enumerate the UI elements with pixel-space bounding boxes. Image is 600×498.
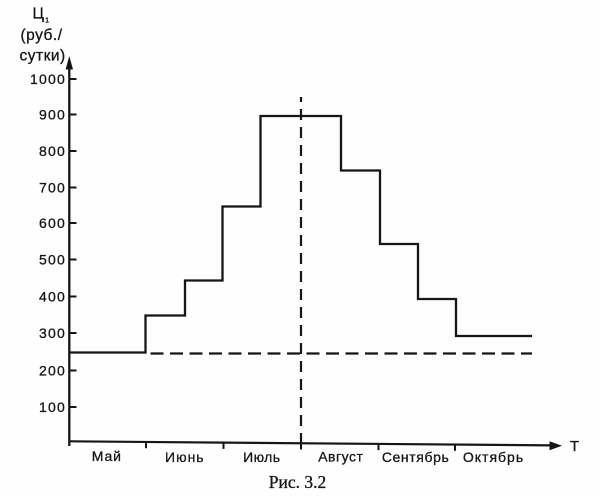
svg-text:Рис. 3.2: Рис. 3.2 xyxy=(269,472,327,492)
svg-text:1000: 1000 xyxy=(30,71,66,87)
svg-text:Сентябрь: Сентябрь xyxy=(382,449,450,465)
svg-text:600: 600 xyxy=(39,215,66,231)
svg-text:700: 700 xyxy=(39,180,66,196)
svg-text:Октябрь: Октябрь xyxy=(463,449,524,465)
svg-text:200: 200 xyxy=(39,363,66,379)
svg-text:Июль: Июль xyxy=(243,449,280,465)
svg-text:800: 800 xyxy=(39,143,66,159)
svg-text:100: 100 xyxy=(39,399,66,415)
svg-text:Май: Май xyxy=(92,448,122,464)
svg-text:300: 300 xyxy=(39,325,66,341)
svg-text:900: 900 xyxy=(39,107,66,123)
svg-text:500: 500 xyxy=(39,252,66,268)
svg-text:сутки): сутки) xyxy=(20,48,66,65)
svg-text:Август: Август xyxy=(318,449,363,465)
svg-text:Июнь: Июнь xyxy=(165,449,205,465)
svg-text:T: T xyxy=(570,438,579,455)
svg-text:(руб./: (руб./ xyxy=(21,27,63,44)
svg-text:400: 400 xyxy=(39,289,66,305)
